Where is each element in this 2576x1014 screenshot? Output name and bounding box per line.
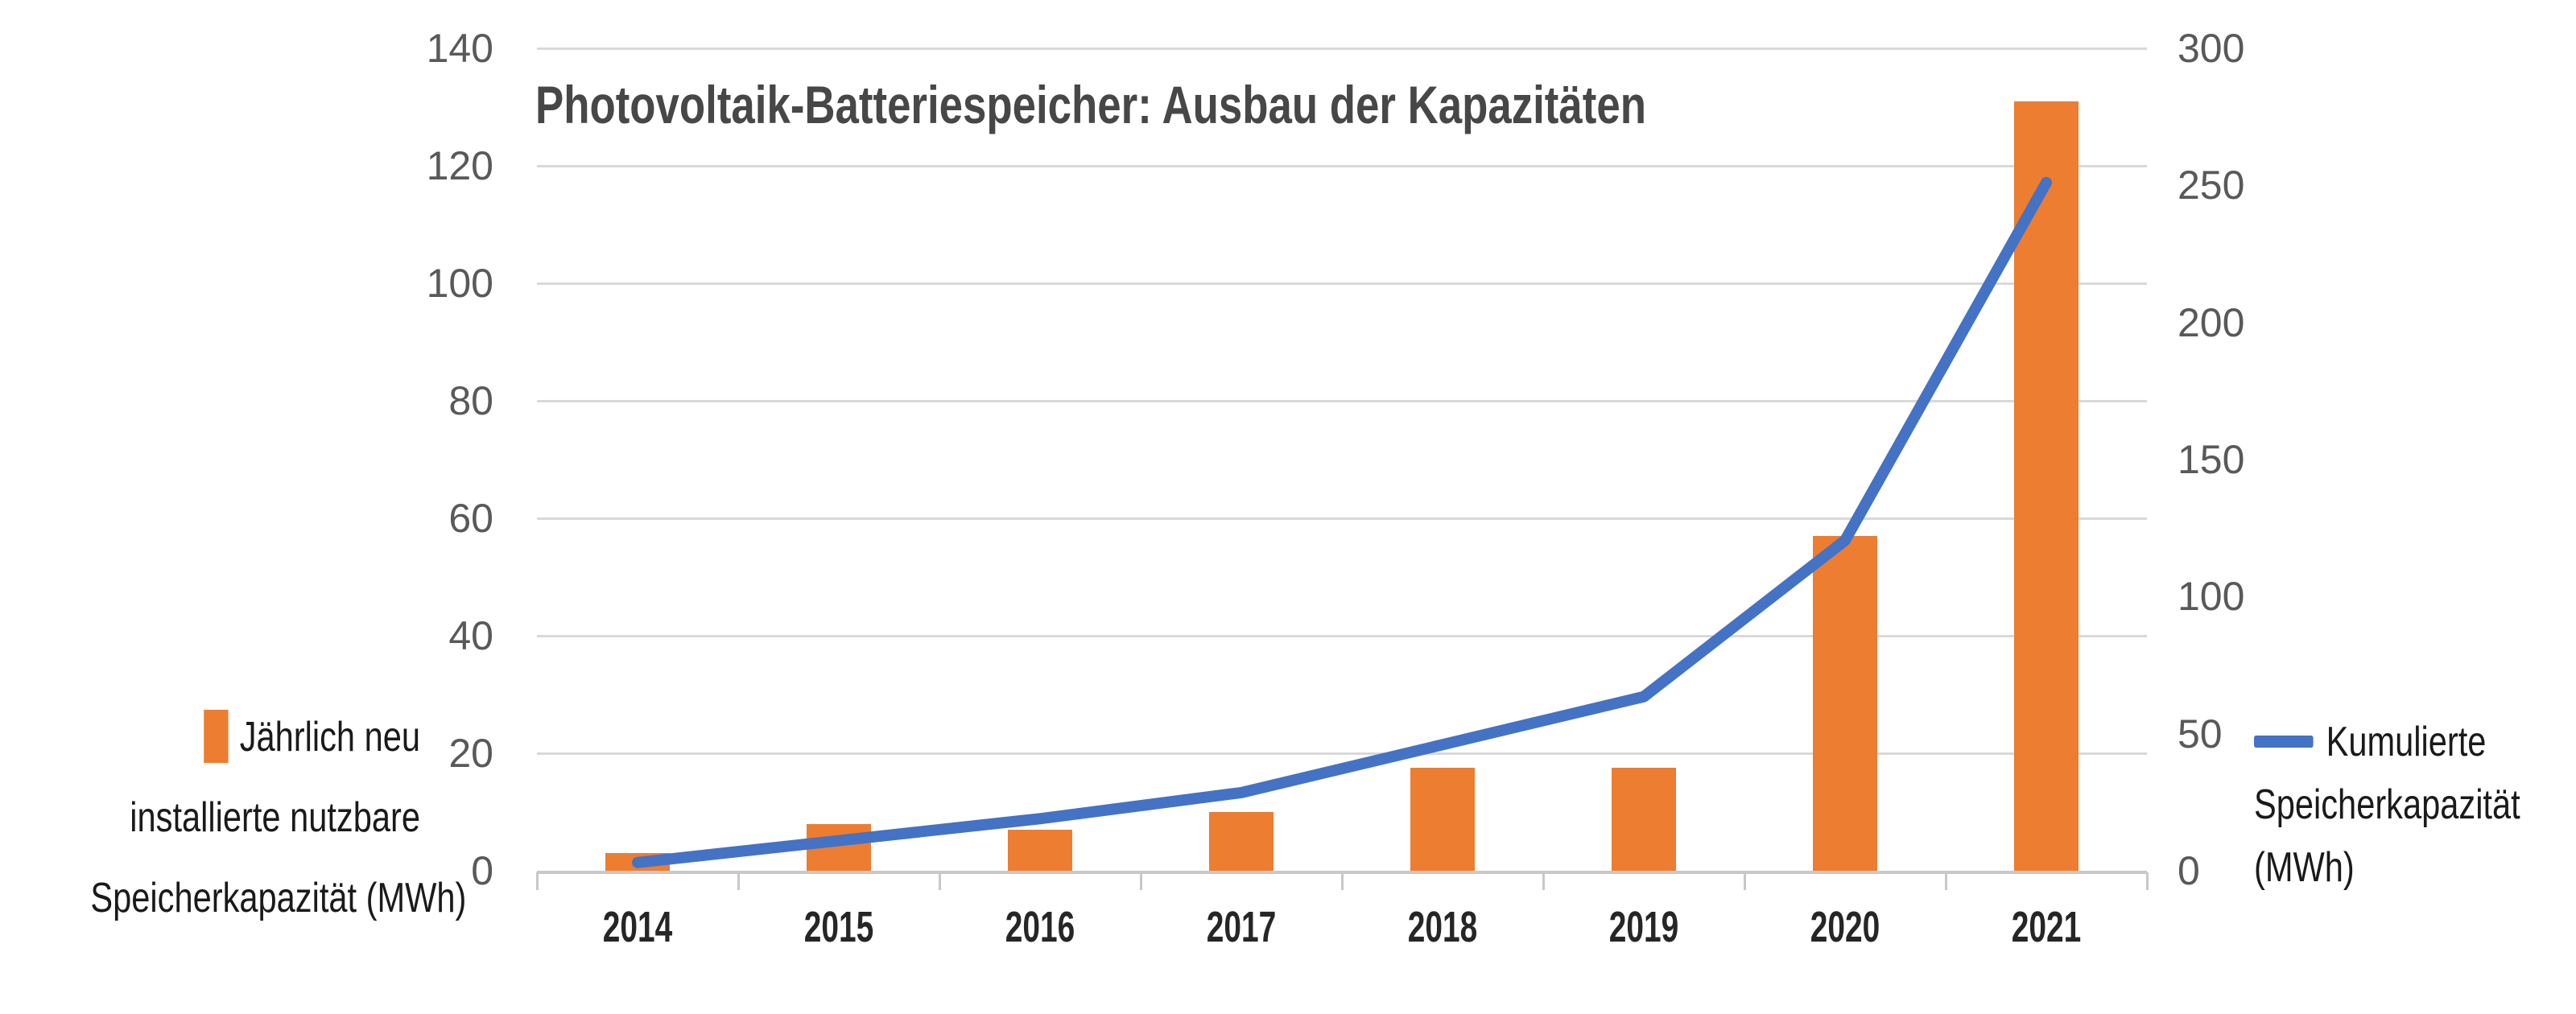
bar-series-swatch-icon — [203, 710, 229, 764]
legend-bar-line3: Speicherkapazität (MWh) — [90, 875, 467, 921]
line-series-layer — [632, 176, 2052, 868]
gridline-20 — [537, 752, 2147, 755]
left-axis-tick-label-60: 60 — [448, 496, 493, 541]
right-axis-tick-label-150: 150 — [2178, 437, 2245, 482]
right-axis-tick-label-250: 250 — [2178, 163, 2245, 208]
category-boundary-tick — [1743, 872, 1746, 890]
bar-2017 — [1209, 812, 1274, 871]
category-boundary-tick — [1139, 872, 1142, 890]
category-boundary-tick — [1542, 872, 1545, 890]
x-axis-label-2014: 2014 — [602, 903, 673, 951]
left-axis-tick-label-120: 120 — [426, 143, 493, 188]
line-series-swatch-icon — [2254, 735, 2314, 748]
x-axis-label-2020: 2020 — [1810, 903, 1880, 951]
gridline-100 — [537, 282, 2147, 285]
legend-line-series: Kumulierte Speicherkapazität (MWh) — [2254, 711, 2520, 899]
legend-bar-line2: installierte nutzbare — [130, 794, 420, 841]
x-axis-label-2015: 2015 — [803, 903, 874, 951]
x-axis-label-2017: 2017 — [1206, 903, 1277, 951]
chart-title: Photovoltaik-Batteriespeicher: Ausbau de… — [535, 75, 1646, 134]
x-axis-label-2018: 2018 — [1407, 903, 1478, 951]
legend-line-text-1: Kumulierte — [2326, 719, 2487, 765]
right-axis-tick-label-200: 200 — [2178, 299, 2245, 345]
gridline-120 — [537, 164, 2147, 167]
right-axis-tick-label-100: 100 — [2178, 574, 2245, 620]
legend-line-line3: (MWh) — [2254, 844, 2355, 891]
left-axis-tick-label-80: 80 — [448, 378, 493, 423]
left-axis-tick-label-20: 20 — [448, 731, 493, 776]
bar-2018 — [1410, 768, 1475, 871]
left-axis-tick-label-40: 40 — [448, 613, 493, 658]
bar-2019 — [1612, 768, 1676, 871]
right-axis-tick-label-300: 300 — [2178, 26, 2245, 71]
legend-bar-text-1: Jährlich neu — [239, 714, 420, 760]
x-axis-label-2021: 2021 — [2011, 903, 2082, 951]
category-boundary-tick — [938, 872, 941, 890]
category-boundary-tick — [1340, 872, 1344, 890]
gridline-60 — [537, 517, 2147, 520]
legend-bar-series: Jährlich neu installierte nutzbare Speic… — [90, 697, 467, 938]
right-axis-tick-label-50: 50 — [2178, 711, 2223, 756]
bar-2016 — [1008, 829, 1072, 871]
legend-bar-line1: Jährlich neu — [90, 697, 420, 777]
category-boundary-tick — [535, 872, 539, 890]
legend-line-line1: Kumulierte — [2254, 711, 2520, 773]
right-axis-tick-label-0: 0 — [2178, 848, 2200, 893]
left-axis-tick-label-100: 100 — [426, 261, 493, 306]
cumulative-line-path — [632, 176, 2052, 868]
x-axis-label-2016: 2016 — [1005, 903, 1075, 951]
left-axis-tick-label-140: 140 — [426, 26, 493, 71]
category-boundary-tick — [2145, 872, 2149, 890]
gridline-140 — [537, 47, 2147, 50]
gridline-40 — [537, 634, 2147, 637]
category-boundary-tick — [1944, 872, 1947, 890]
category-boundary-tick — [737, 872, 740, 890]
gridline-80 — [537, 399, 2147, 402]
bar-2020 — [1813, 535, 1877, 871]
left-axis-tick-label-0: 0 — [471, 848, 493, 893]
x-axis-label-2019: 2019 — [1608, 903, 1679, 951]
legend-line-line2: Speicherkapazität — [2254, 781, 2520, 828]
